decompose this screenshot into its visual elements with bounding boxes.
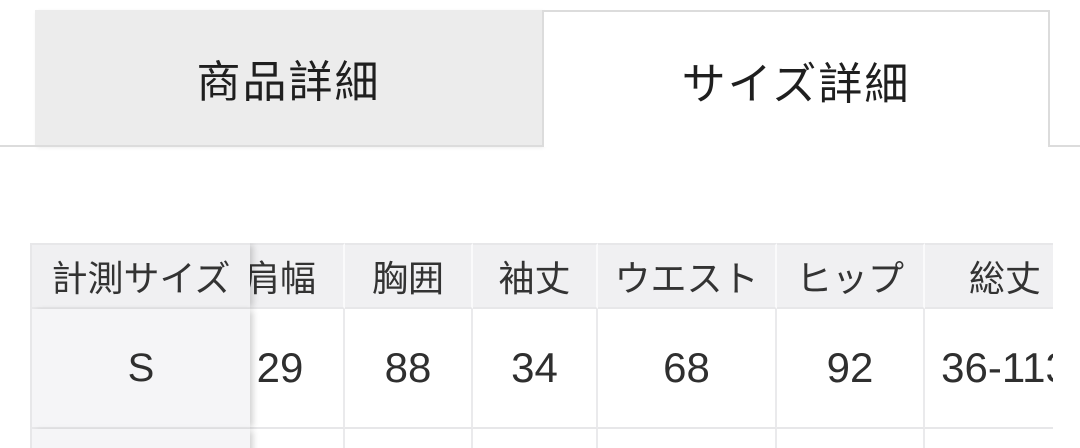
header-cell-chest: 胸囲: [345, 243, 473, 309]
cell-total-length: 36-113: [925, 309, 1053, 429]
table-row-size-s: S 29 88 34 68 92 36-113: [30, 309, 1053, 429]
tab-bar-underline: [0, 145, 1080, 147]
header-cell-hip: ヒップ: [777, 243, 925, 309]
tab-product-detail[interactable]: 商品詳細: [35, 10, 542, 145]
tab-product-detail-label: 商品詳細: [196, 57, 381, 107]
tab-size-detail-label: サイズ詳細: [681, 59, 911, 109]
cell-hip: 92: [777, 309, 925, 429]
header-cell-waist: ウエスト: [598, 243, 777, 309]
table-row-partial: [30, 429, 1053, 448]
cell-chest: [345, 429, 473, 448]
cell-waist: 68: [598, 309, 777, 429]
header-cell-measured-size: 計測サイズ: [30, 243, 250, 309]
header-cell-sleeve-length: 袖丈: [473, 243, 598, 309]
cell-total-length: [925, 429, 1053, 448]
cell-sleeve-length: [473, 429, 598, 448]
header-cell-total-length: 総丈: [925, 243, 1053, 309]
size-table: 計測サイズ 肩幅 胸囲 袖丈 ウエスト ヒップ 総丈 S 29 88 34 68…: [30, 243, 1053, 448]
cell-hip: [777, 429, 925, 448]
cell-size-label: S: [30, 309, 250, 429]
tab-size-detail[interactable]: サイズ詳細: [542, 10, 1050, 147]
tab-bar: 商品詳細 サイズ詳細: [0, 0, 1080, 147]
size-table-header-row: 計測サイズ 肩幅 胸囲 袖丈 ウエスト ヒップ 総丈: [30, 243, 1053, 309]
cell-size-label: [30, 429, 250, 448]
cell-waist: [598, 429, 777, 448]
cell-chest: 88: [345, 309, 473, 429]
size-detail-panel: 計測サイズ 肩幅 胸囲 袖丈 ウエスト ヒップ 総丈 S 29 88 34 68…: [0, 147, 1080, 448]
cell-sleeve-length: 34: [473, 309, 598, 429]
cell-shoulder-width: 29: [217, 309, 345, 429]
size-table-scroll[interactable]: 計測サイズ 肩幅 胸囲 袖丈 ウエスト ヒップ 総丈 S 29 88 34 68…: [30, 243, 1053, 448]
